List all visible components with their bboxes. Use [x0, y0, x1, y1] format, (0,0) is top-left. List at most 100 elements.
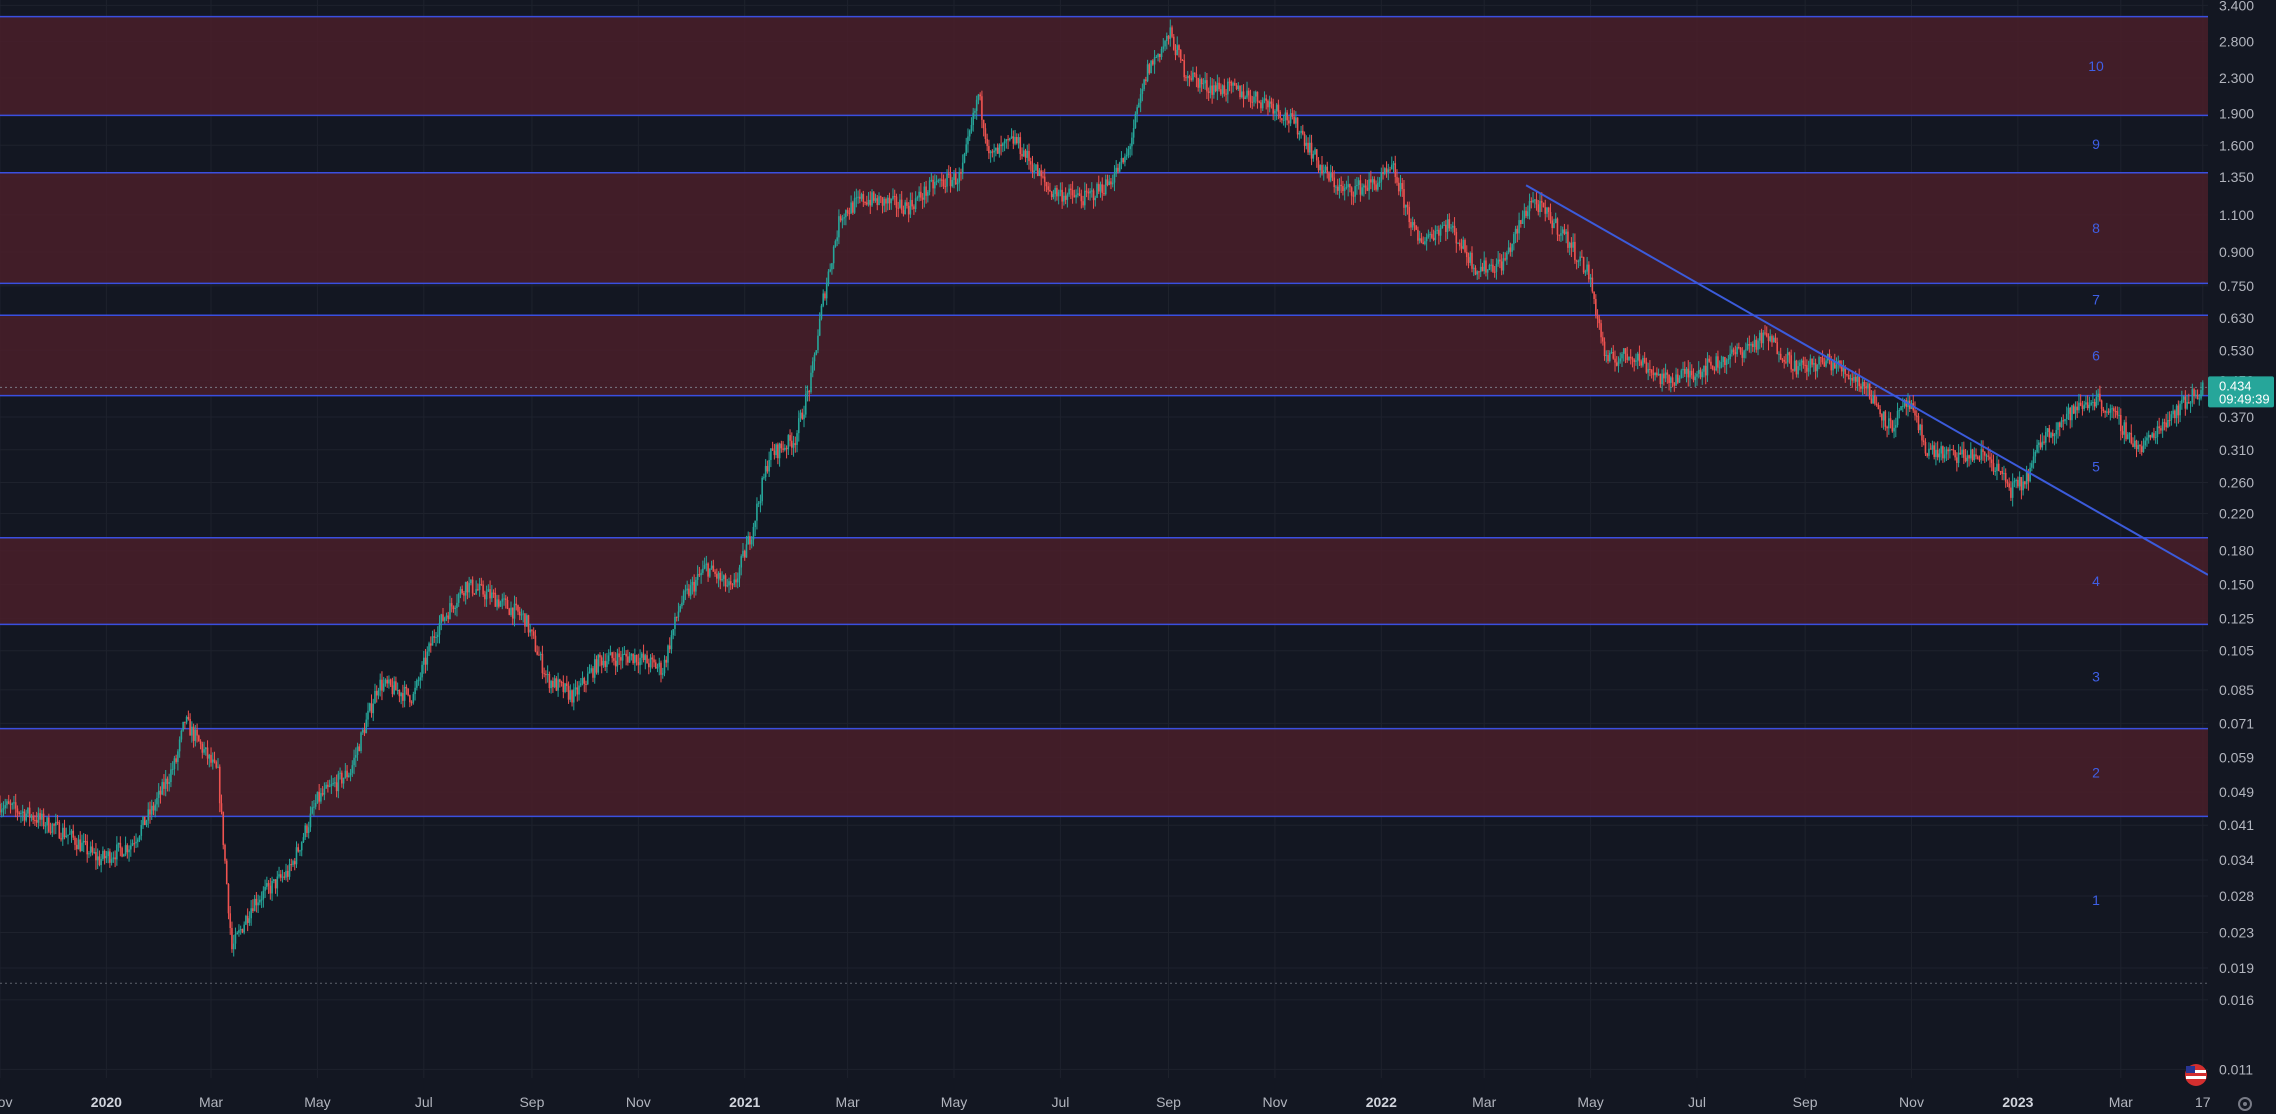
- candle: [147, 802, 150, 828]
- candle: [133, 835, 136, 853]
- trendline[interactable]: [1525, 184, 2209, 576]
- time-tick-label: Nov: [626, 1094, 651, 1110]
- candle: [1310, 134, 1313, 166]
- candle: [283, 871, 286, 880]
- zone-label: 4: [2092, 573, 2100, 589]
- candle: [642, 644, 645, 663]
- candle: [1736, 343, 1738, 357]
- candle: [307, 821, 310, 839]
- candle: [1795, 359, 1798, 378]
- candle: [426, 646, 429, 671]
- candle: [184, 721, 186, 729]
- candle: [1589, 273, 1592, 288]
- candle: [1771, 334, 1773, 347]
- candle: [1945, 446, 1948, 462]
- candle: [496, 594, 498, 611]
- candle: [1718, 360, 1721, 375]
- candle: [431, 630, 434, 646]
- candle: [2008, 477, 2010, 491]
- candle: [1274, 109, 1276, 122]
- candle: [778, 442, 781, 467]
- candle: [459, 586, 462, 599]
- candle: [1460, 238, 1463, 253]
- candle: [288, 858, 291, 880]
- candle: [773, 443, 776, 460]
- price-axis[interactable]: 3.400 2.800 2.300 1.900 1.600 1.350 1.100 0.900…: [2208, 0, 2276, 1114]
- candle: [716, 568, 718, 584]
- candle: [16, 805, 19, 821]
- candle: [1971, 448, 1974, 462]
- candle: [2034, 450, 2037, 464]
- candle: [1115, 160, 1118, 177]
- candle: [815, 350, 818, 356]
- candle: [1895, 417, 1897, 438]
- candle: [1040, 164, 1043, 186]
- candle: [759, 494, 762, 513]
- flag-icon[interactable]: [2185, 1064, 2207, 1086]
- candle: [1762, 330, 1765, 351]
- candle: [2114, 406, 2117, 418]
- candle: [1279, 110, 1281, 123]
- candle: [205, 747, 207, 756]
- candle: [25, 809, 27, 823]
- candle: [628, 651, 631, 663]
- candle: [1511, 243, 1513, 257]
- gear-icon[interactable]: [2238, 1097, 2252, 1111]
- candle: [2093, 398, 2096, 411]
- price-tick-label: 0.011: [2219, 1061, 2253, 1077]
- candle: [904, 199, 906, 215]
- zone-label: 8: [2092, 220, 2100, 236]
- price-tick-label: 1.900: [2219, 105, 2254, 121]
- candle: [1553, 218, 1555, 229]
- candle: [698, 566, 701, 578]
- candle: [1847, 369, 1850, 380]
- candle: [140, 819, 143, 841]
- candle: [808, 389, 811, 402]
- candle: [30, 813, 33, 822]
- candle: [1227, 78, 1229, 104]
- candle: [872, 190, 875, 204]
- candle: [1575, 259, 1578, 270]
- candle: [1152, 59, 1154, 66]
- candle: [215, 760, 218, 769]
- time-axis[interactable]: Nov 2020 Mar May Jul Sep Nov 2021 Mar May Jul Sep No…: [0, 1078, 2211, 1114]
- candle: [124, 836, 127, 857]
- time-tick-label: Nov: [0, 1094, 12, 1110]
- candle: [531, 629, 533, 640]
- candle: [2071, 404, 2073, 428]
- candle: [2191, 383, 2194, 407]
- candle: [1649, 360, 1651, 377]
- candle: [754, 520, 756, 537]
- trendline-layer[interactable]: [1525, 184, 2209, 576]
- candle: [241, 928, 244, 934]
- candle: [1959, 446, 1962, 455]
- candle: [860, 192, 863, 202]
- candle: [449, 595, 451, 620]
- candle: [571, 689, 573, 707]
- candle: [661, 667, 664, 679]
- candle: [2032, 448, 2035, 469]
- candle: [1976, 455, 1979, 460]
- candle: [2116, 406, 2119, 419]
- candle: [2048, 424, 2051, 443]
- candle: [1010, 128, 1013, 139]
- candle: [1309, 134, 1311, 156]
- candle: [935, 175, 938, 186]
- candle: [49, 822, 52, 835]
- candle: [914, 191, 917, 213]
- candle: [599, 652, 601, 667]
- candle: [721, 571, 723, 582]
- candle: [2177, 400, 2180, 424]
- candle: [32, 812, 34, 825]
- candle: [1588, 261, 1590, 283]
- candle: [1002, 142, 1004, 153]
- candle: [1584, 269, 1587, 277]
- candle: [820, 303, 823, 321]
- candle: [121, 846, 123, 858]
- candle: [159, 786, 162, 804]
- candle: [1797, 360, 1799, 378]
- candle: [1293, 110, 1295, 125]
- candle: [2083, 400, 2085, 412]
- candle: [621, 647, 624, 669]
